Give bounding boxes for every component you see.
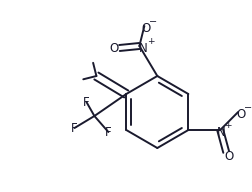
- Text: F: F: [71, 122, 78, 135]
- Text: −: −: [149, 17, 157, 27]
- Text: O: O: [224, 151, 233, 164]
- Text: O: O: [108, 42, 118, 55]
- Text: O: O: [236, 108, 245, 121]
- Text: O: O: [141, 22, 150, 35]
- Text: N: N: [138, 41, 147, 55]
- Text: F: F: [105, 126, 111, 138]
- Text: +: +: [224, 122, 231, 131]
- Text: −: −: [243, 103, 251, 113]
- Text: +: +: [146, 37, 153, 46]
- Text: N: N: [216, 126, 225, 138]
- Text: F: F: [83, 95, 89, 108]
